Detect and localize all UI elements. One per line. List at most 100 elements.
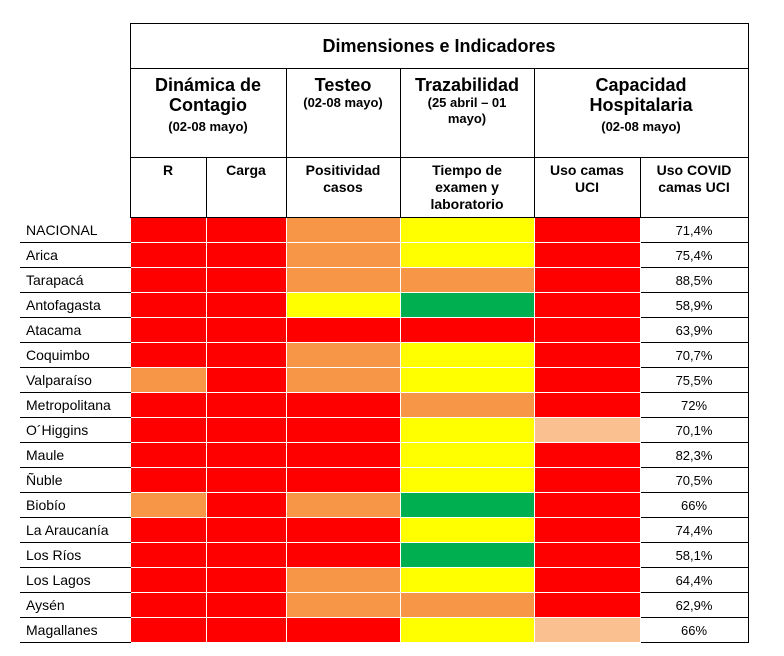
indicator-cell-red <box>533 242 641 268</box>
table-row: O´Higgins 70,1% <box>20 417 749 443</box>
region-name: Antofagasta <box>20 292 130 318</box>
indicator-cell-yellow <box>399 217 535 243</box>
covid-uci-value: 70,5% <box>639 467 749 493</box>
indicator-cell-red <box>533 267 641 293</box>
table-row: La Araucanía 74,4% <box>20 517 749 543</box>
indicator-cell-red <box>205 367 287 393</box>
group-testeo: Testeo (02-08 mayo) <box>285 68 401 158</box>
indicator-cell-red <box>205 542 287 568</box>
indicator-cell-red <box>285 442 401 468</box>
table-row: Valparaíso 75,5% <box>20 367 749 393</box>
indicator-cell-red <box>129 567 207 593</box>
group-period: (02-08 mayo) <box>168 119 248 134</box>
indicator-cell-orange <box>285 342 401 368</box>
covid-uci-value: 62,9% <box>639 592 749 618</box>
indicator-cell-red <box>533 492 641 518</box>
indicator-cell-red <box>533 592 641 618</box>
indicator-cell-red <box>285 317 401 343</box>
indicator-cell-red <box>129 542 207 568</box>
group-name: Dinámica de Contagio <box>154 75 262 115</box>
indicator-cell-yellow <box>399 367 535 393</box>
indicator-cell-red <box>285 417 401 443</box>
region-name: Atacama <box>20 317 130 343</box>
group-name: Testeo <box>314 75 372 95</box>
indicator-table-wrapper: Dimensiones e Indicadores Dinámica de Co… <box>20 23 749 643</box>
indicator-cell-red <box>533 517 641 543</box>
covid-uci-value: 75,5% <box>639 367 749 393</box>
group-capacidad-hospitalaria: Capacidad Hospitalaria (02-08 mayo) <box>533 68 749 158</box>
table-body: NACIONAL 71,4% Arica 75,4% Tarapacá 88,5% Anto… <box>20 217 749 643</box>
indicator-cell-red <box>533 567 641 593</box>
indicator-cell-red <box>205 242 287 268</box>
indicator-cell-light <box>533 417 641 443</box>
region-name: La Araucanía <box>20 517 130 543</box>
indicator-cell-red <box>205 617 287 643</box>
region-name: Magallanes <box>20 617 130 643</box>
column-header-uso-camas-uci: Uso camas UCI <box>533 157 641 218</box>
indicator-cell-yellow <box>399 467 535 493</box>
table-row: Ñuble 70,5% <box>20 467 749 493</box>
group-trazabilidad: Trazabilidad (25 abril – 01 mayo) <box>399 68 535 158</box>
covid-uci-value: 88,5% <box>639 267 749 293</box>
indicator-cell-yellow <box>285 292 401 318</box>
covid-uci-value: 70,7% <box>639 342 749 368</box>
indicator-cell-red <box>129 417 207 443</box>
indicator-cell-red <box>205 342 287 368</box>
table-row: Antofagasta 58,9% <box>20 292 749 318</box>
indicator-cell-yellow <box>399 617 535 643</box>
table-row: Coquimbo 70,7% <box>20 342 749 368</box>
indicator-cell-red <box>129 292 207 318</box>
covid-uci-value: 82,3% <box>639 442 749 468</box>
covid-uci-value: 70,1% <box>639 417 749 443</box>
indicator-cell-light <box>533 617 641 643</box>
indicator-cell-red <box>205 217 287 243</box>
region-name: NACIONAL <box>20 217 130 243</box>
covid-uci-value: 58,1% <box>639 542 749 568</box>
table-row: Los Lagos 64,4% <box>20 567 749 593</box>
indicator-cell-red <box>205 292 287 318</box>
indicator-cell-red <box>129 317 207 343</box>
indicator-cell-red <box>205 392 287 418</box>
indicator-cell-red <box>205 267 287 293</box>
table-row: Maule 82,3% <box>20 442 749 468</box>
indicator-cell-orange <box>129 492 207 518</box>
region-name: Valparaíso <box>20 367 130 393</box>
column-header-carga: Carga <box>205 157 287 218</box>
region-name: Aysén <box>20 592 130 618</box>
indicator-cell-red <box>399 317 535 343</box>
indicator-cell-yellow <box>399 242 535 268</box>
indicator-cell-orange <box>285 267 401 293</box>
indicator-cell-red <box>533 342 641 368</box>
indicator-cell-red <box>129 467 207 493</box>
indicator-cell-yellow <box>399 417 535 443</box>
indicator-cell-orange <box>285 492 401 518</box>
column-header-r: R <box>129 157 207 218</box>
group-dinamica-contagio: Dinámica de Contagio (02-08 mayo) <box>129 68 287 158</box>
region-name: Ñuble <box>20 467 130 493</box>
indicator-cell-orange <box>399 267 535 293</box>
covid-uci-value: 63,9% <box>639 317 749 343</box>
indicator-cell-orange <box>285 242 401 268</box>
group-name: Capacidad Hospitalaria <box>589 75 693 115</box>
indicator-cell-green <box>399 542 535 568</box>
covid-uci-value: 66% <box>639 492 749 518</box>
region-name: Los Ríos <box>20 542 130 568</box>
group-name: Trazabilidad <box>414 75 520 95</box>
indicator-cell-red <box>129 517 207 543</box>
corner-blank <box>20 158 130 218</box>
covid-uci-value: 72% <box>639 392 749 418</box>
indicator-cell-red <box>129 442 207 468</box>
indicator-cell-red <box>285 392 401 418</box>
group-period: (25 abril – 01 mayo) <box>427 95 507 126</box>
covid-uci-value: 74,4% <box>639 517 749 543</box>
covid-uci-value: 66% <box>639 617 749 643</box>
indicator-cell-red <box>533 292 641 318</box>
indicator-cell-red <box>129 267 207 293</box>
table-row: Biobío 66% <box>20 492 749 518</box>
indicator-cell-red <box>533 542 641 568</box>
region-name: O´Higgins <box>20 417 130 443</box>
indicator-cell-red <box>205 592 287 618</box>
indicator-cell-orange <box>285 367 401 393</box>
region-name: Metropolitana <box>20 392 130 418</box>
indicator-table: Dimensiones e Indicadores Dinámica de Co… <box>20 23 749 643</box>
